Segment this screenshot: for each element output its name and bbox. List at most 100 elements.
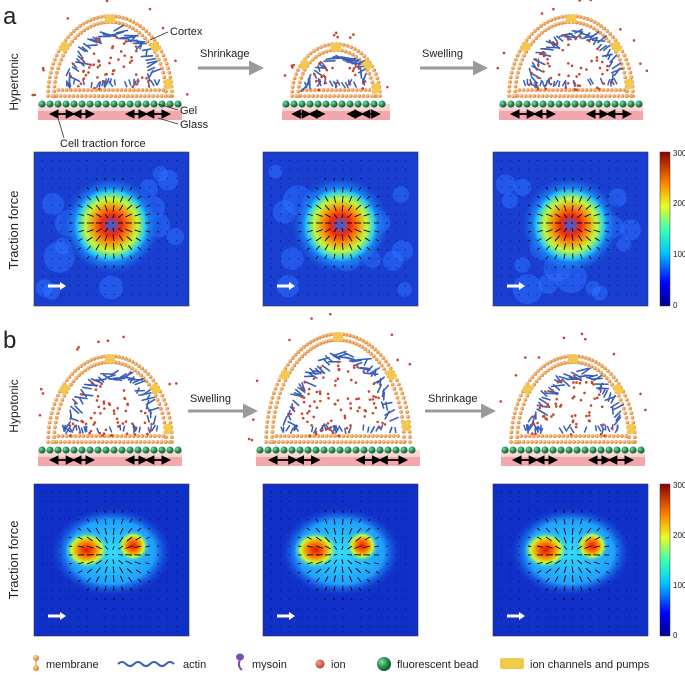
actin-filament: [64, 427, 71, 435]
membrane-bead: [303, 351, 307, 356]
membrane-bead: [60, 397, 65, 402]
membrane-bead: [95, 15, 100, 20]
actin-filament: [303, 81, 308, 89]
traction-vector: [527, 500, 529, 502]
traction-vector: [95, 586, 99, 592]
ion: [496, 66, 500, 70]
ion: [95, 399, 99, 402]
legend: membrane actin mysoin ion fluorescent be…: [33, 653, 650, 671]
traction-vector: [111, 553, 115, 556]
membrane-bead: [141, 26, 145, 31]
membrane-bead: [70, 371, 75, 376]
membrane-bead: [130, 359, 135, 364]
traction-vector: [363, 545, 371, 549]
traction-vector: [405, 276, 407, 278]
membrane-bead: [349, 434, 354, 438]
membrane-bead: [365, 94, 370, 98]
traction-vector: [563, 253, 566, 260]
ion: [564, 35, 568, 38]
traction-vector: [348, 527, 353, 535]
membrane-bead: [264, 429, 269, 434]
ion: [544, 417, 547, 420]
traction-vector: [176, 276, 178, 278]
membrane-bead: [610, 35, 615, 39]
membrane-bead: [607, 434, 612, 438]
traction-vector: [607, 248, 610, 251]
membrane-bead: [290, 89, 295, 94]
membrane-bead: [539, 24, 543, 28]
noise-blob: [166, 227, 185, 246]
membrane-bead: [348, 440, 352, 444]
membrane-bead: [137, 364, 141, 368]
traction-vector: [500, 159, 502, 161]
actin-filament: [344, 427, 347, 435]
traction-vector: [59, 599, 61, 601]
traction-vector: [358, 518, 362, 523]
traction-vector: [571, 566, 574, 574]
membrane-bead: [52, 440, 56, 444]
heatmap-b-shrunk: [492, 483, 649, 637]
traction-vector: [333, 559, 338, 565]
actin-filament: [613, 410, 622, 418]
membrane-bead: [121, 94, 126, 98]
ion: [590, 59, 593, 63]
traction-vector: [527, 509, 529, 511]
membrane-bead: [591, 26, 596, 31]
ion: [105, 0, 109, 3]
traction-vector: [571, 559, 574, 565]
ion: [69, 434, 72, 437]
traction-vector: [500, 294, 502, 296]
membrane-bead: [305, 342, 309, 347]
membrane-bead: [523, 434, 528, 438]
ion: [546, 57, 549, 61]
traction-vector: [77, 579, 81, 583]
traction-vector: [137, 195, 142, 200]
ion: [352, 366, 356, 369]
traction-vector: [518, 608, 520, 610]
ion: [328, 428, 332, 431]
traction-vector: [554, 244, 559, 251]
membrane-bead: [518, 411, 523, 416]
traction-vector: [368, 186, 371, 189]
ion: [319, 399, 322, 403]
traction-vector: [41, 159, 43, 161]
membrane-bead: [119, 434, 124, 438]
membrane-bead: [347, 339, 352, 344]
bead: [174, 446, 182, 454]
bead: [46, 100, 54, 108]
traction-vector: [324, 586, 328, 592]
traction-vector: [368, 589, 371, 592]
traction-vector: [306, 247, 310, 251]
membrane-bead: [46, 440, 50, 444]
traction-vector: [368, 518, 371, 522]
membrane-bead: [601, 440, 606, 444]
membrane-bead: [126, 364, 131, 369]
membrane-bead: [586, 94, 591, 98]
traction-vector: [604, 545, 610, 548]
actin-filament: [607, 79, 611, 86]
ion: [124, 40, 128, 43]
membrane-bead: [137, 30, 141, 35]
actin-filament: [69, 417, 79, 422]
actin-filament: [98, 376, 105, 383]
membrane-bead: [544, 434, 549, 438]
ion: [87, 71, 90, 74]
membrane-bead: [344, 338, 349, 343]
membrane-bead: [579, 354, 584, 359]
membrane-bead: [77, 434, 82, 438]
ion-channel: [610, 41, 622, 53]
ion: [580, 332, 584, 336]
membrane-bead: [536, 94, 541, 98]
traction-vector: [608, 599, 610, 601]
actin-filament: [356, 357, 372, 361]
actin-filament: [337, 353, 349, 358]
traction-vector: [578, 243, 583, 251]
membrane-bead: [168, 75, 173, 80]
traction-vector: [324, 509, 327, 513]
membrane-bead: [358, 434, 363, 438]
bead: [70, 446, 78, 454]
actin-filament: [366, 365, 374, 373]
ion: [536, 76, 540, 79]
membrane-bead: [318, 341, 323, 346]
membrane-bead: [129, 366, 134, 371]
